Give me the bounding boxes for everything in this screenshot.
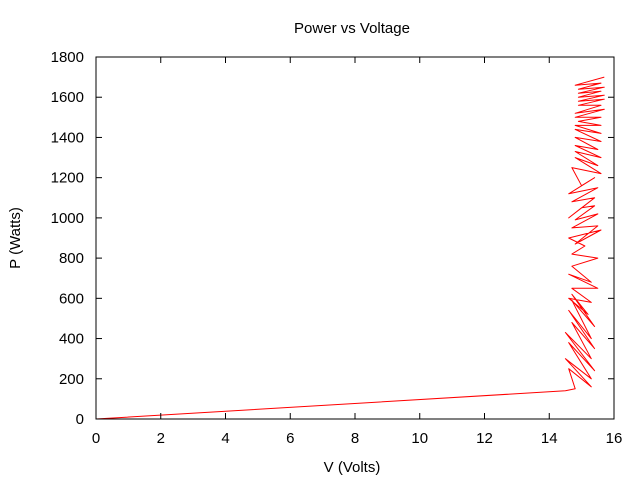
- x-tick-label: 8: [351, 430, 359, 447]
- y-axis-ticks: 0 200 400 600 800 1000 1200 1400 1600 1800: [51, 49, 614, 428]
- x-tick-label: 10: [411, 430, 428, 447]
- x-tick-label: 6: [286, 430, 294, 447]
- y-tick-label: 0: [76, 411, 84, 428]
- y-tick-label: 800: [59, 250, 84, 267]
- chart-title: Power vs Voltage: [294, 20, 410, 37]
- y-tick-label: 200: [59, 371, 84, 388]
- x-tick-label: 14: [541, 430, 558, 447]
- x-tick-label: 12: [476, 430, 493, 447]
- y-tick-label: 1600: [51, 89, 84, 106]
- series-line-0: [95, 76, 605, 420]
- x-tick-label: 4: [221, 430, 229, 447]
- x-tick-label: 2: [157, 430, 165, 447]
- x-axis-ticks: 0 2 4 6 8 10 12 14 16: [92, 57, 623, 447]
- plot-frame: [95, 56, 615, 420]
- y-tick-label: 600: [59, 290, 84, 307]
- x-axis-label: V (Volts): [324, 459, 381, 476]
- y-tick-label: 400: [59, 331, 84, 348]
- y-tick-label: 1000: [51, 210, 84, 227]
- y-tick-label: 1800: [51, 49, 84, 66]
- y-tick-label: 1200: [51, 170, 84, 187]
- y-axis-label: P (Watts): [7, 207, 24, 269]
- x-tick-label: 16: [606, 430, 623, 447]
- series-layer: [95, 76, 605, 420]
- y-tick-label: 1400: [51, 129, 84, 146]
- x-tick-label: 0: [92, 430, 100, 447]
